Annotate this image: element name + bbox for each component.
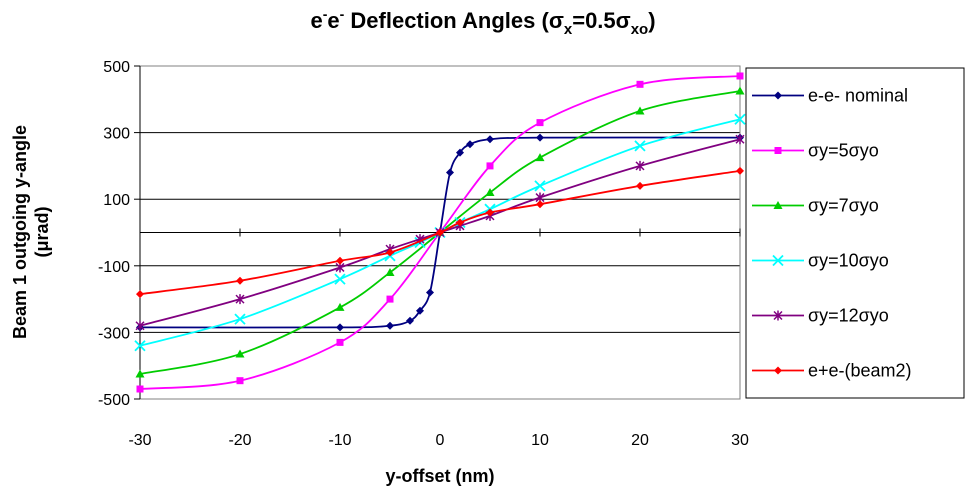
legend-label: σy=12σyo xyxy=(808,306,889,326)
data-point xyxy=(135,369,145,378)
legend-item: σy=10σyo xyxy=(752,251,889,271)
data-point xyxy=(336,338,344,346)
data-point xyxy=(486,208,494,217)
legend-label: σy=7σyo xyxy=(808,196,879,216)
x-axis-title: y-offset (nm) xyxy=(386,466,495,486)
data-point xyxy=(535,153,545,162)
y-tick-label: -300 xyxy=(98,325,130,342)
legend-label: e+e-(beam2) xyxy=(808,361,912,381)
data-point xyxy=(534,180,546,192)
legend-item: σy=5σyo xyxy=(752,141,879,161)
legend-label: e-e- nominal xyxy=(808,86,908,106)
legend-marker xyxy=(774,147,782,154)
data-point xyxy=(536,133,544,142)
legend-box xyxy=(745,67,965,399)
x-tick-label: -30 xyxy=(128,432,151,449)
legend-marker xyxy=(774,366,782,375)
data-point xyxy=(335,302,345,311)
legend-item: σy=12σyo xyxy=(752,306,889,326)
data-point xyxy=(436,228,444,237)
data-point xyxy=(466,140,474,149)
legend-marker xyxy=(773,201,783,209)
data-point xyxy=(236,276,244,285)
legend-marker xyxy=(772,254,784,267)
data-point xyxy=(486,162,494,170)
legend-item: e-e- nominal xyxy=(752,86,908,106)
data-point xyxy=(735,134,745,145)
legend-label: σy=10σyo xyxy=(808,251,889,271)
chart-title: e-e- Deflection Angles (σx=0.5σxo) xyxy=(310,6,655,38)
data-point xyxy=(736,166,744,175)
legend-label: σy=5σyo xyxy=(808,141,879,161)
data-point xyxy=(386,248,394,257)
data-point xyxy=(336,256,344,265)
data-point xyxy=(636,181,644,190)
y-tick-label: 300 xyxy=(103,126,130,143)
data-point xyxy=(536,200,544,209)
data-point xyxy=(486,135,494,144)
data-point xyxy=(385,267,395,276)
data-point xyxy=(136,385,144,393)
data-point xyxy=(416,306,424,315)
y-tick-label: 500 xyxy=(103,59,130,76)
series-line xyxy=(139,169,741,296)
data-point xyxy=(456,218,464,227)
series-6 xyxy=(136,166,744,299)
data-point xyxy=(235,349,245,358)
data-point xyxy=(135,320,145,331)
y-tick-label: 100 xyxy=(103,192,130,209)
data-point xyxy=(635,160,645,171)
data-point xyxy=(485,188,495,197)
x-tick-label: -10 xyxy=(328,432,351,449)
data-point xyxy=(735,86,745,95)
data-point xyxy=(134,340,146,352)
data-point xyxy=(736,72,744,80)
data-point xyxy=(636,80,644,88)
data-point xyxy=(406,316,414,325)
data-point xyxy=(386,321,394,330)
x-tick-label: 20 xyxy=(631,432,649,449)
legend-item: σy=7σyo xyxy=(752,196,879,216)
legend-marker xyxy=(774,91,782,100)
legend: e-e- nominal σy=5σyo σy=7σyo σy=10σyo σy=12σ… xyxy=(752,86,912,381)
x-tick-label: 30 xyxy=(731,432,749,449)
y-axis-title-line2: (μrad) xyxy=(32,206,52,257)
data-point xyxy=(234,313,246,325)
x-tick-label: 0 xyxy=(436,432,445,449)
y-tick-label: -500 xyxy=(98,392,130,409)
gridlines xyxy=(140,65,740,333)
legend-item: e+e-(beam2) xyxy=(752,361,912,381)
legend-marker xyxy=(773,310,783,321)
x-tick-label: 10 xyxy=(531,432,549,449)
y-axis-title-line1: Beam 1 outgoing y-angle xyxy=(10,125,30,339)
data-point xyxy=(386,295,394,303)
data-point xyxy=(635,106,645,115)
data-point xyxy=(426,288,434,297)
data-point xyxy=(536,119,544,127)
data-point xyxy=(136,290,144,299)
y-tick-label: -100 xyxy=(98,259,130,276)
data-point xyxy=(334,273,346,285)
data-point xyxy=(236,377,244,385)
data-point xyxy=(456,148,464,157)
data-point xyxy=(446,168,454,177)
x-tick-label: -20 xyxy=(228,432,251,449)
data-point xyxy=(336,323,344,332)
data-point xyxy=(634,140,646,152)
data-point xyxy=(734,113,746,125)
series-layer xyxy=(134,72,746,393)
y-axis-title: Beam 1 outgoing y-angle (μrad) xyxy=(10,125,52,339)
data-point xyxy=(235,294,245,305)
